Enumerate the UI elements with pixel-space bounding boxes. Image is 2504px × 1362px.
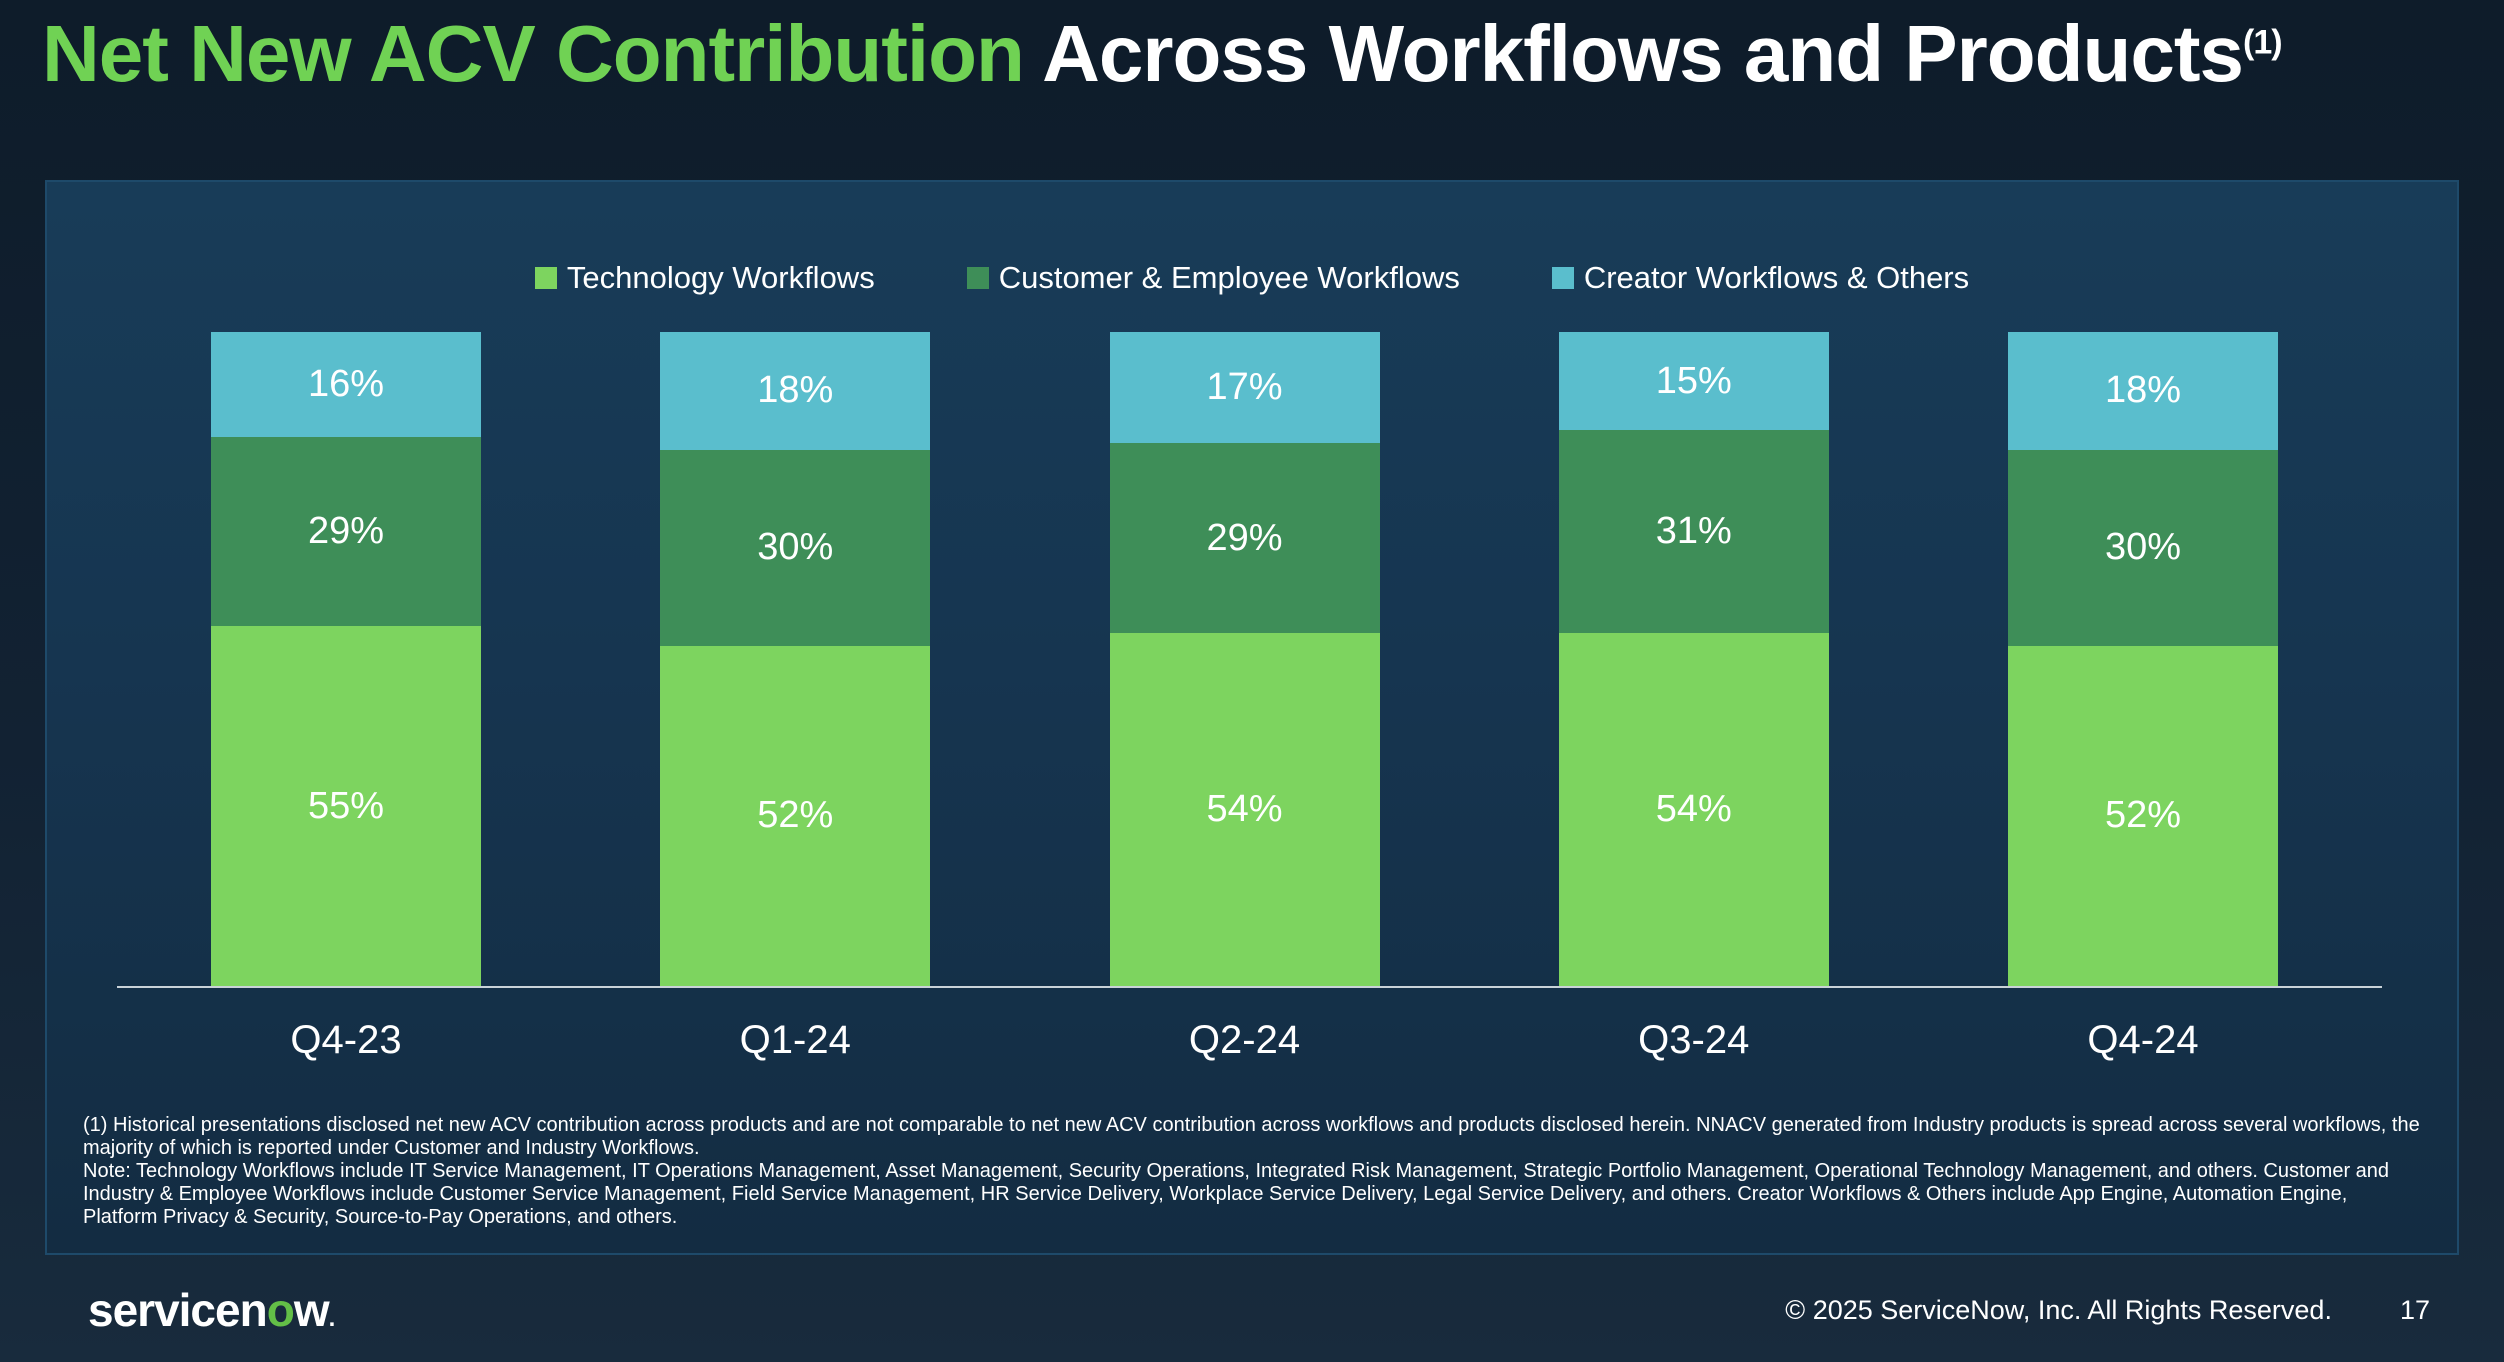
- legend-swatch-icon: [534, 267, 557, 289]
- bar-segment: 31%: [1558, 430, 1829, 633]
- x-axis-labels: Q4-23 Q1-24 Q2-24 Q3-24 Q4-24: [211, 1018, 2278, 1063]
- segment-value-label: 55%: [307, 784, 385, 827]
- page-title: Net New ACV Contribution Across Workflow…: [42, 8, 2283, 100]
- bar-segment: 52%: [2008, 645, 2278, 986]
- bar-segment: 54%: [1109, 632, 1380, 986]
- segment-value-label: 29%: [307, 509, 385, 552]
- segment-value-label: 18%: [2104, 369, 2182, 412]
- bar-segment: 16%: [211, 332, 481, 437]
- page-number: 17: [2399, 1294, 2430, 1325]
- copyright-text: © 2025 ServiceNow, Inc. All Rights Reser…: [1785, 1294, 2332, 1325]
- legend-item: Customer & Employee Workflows: [966, 260, 1460, 296]
- bar-segment: 17%: [1109, 332, 1380, 444]
- bar-segment: 18%: [660, 332, 931, 450]
- legend-swatch-icon: [1551, 267, 1574, 289]
- x-axis-label: Q4-23: [290, 1018, 402, 1062]
- legend-item: Creator Workflows & Others: [1551, 260, 1970, 296]
- legend-label: Creator Workflows & Others: [1583, 260, 1970, 295]
- footnote-note: Note: Technology Workflows include IT Se…: [83, 1160, 2390, 1228]
- segment-value-label: 30%: [757, 526, 834, 569]
- legend-label: Technology Workflows: [566, 260, 875, 295]
- logo-trademark-dot: .: [328, 1305, 336, 1332]
- slide-footer: servicenow. © 2025 ServiceNow, Inc. All …: [88, 1283, 2440, 1337]
- x-axis-label: Q2-24: [1188, 1018, 1301, 1062]
- segment-value-label: 30%: [2104, 526, 2182, 569]
- bar-segment: 30%: [660, 449, 931, 646]
- segment-value-label: 17%: [1206, 366, 1283, 409]
- bar-segment: 29%: [211, 436, 481, 627]
- segment-value-label: 16%: [307, 362, 385, 405]
- bar-segment: 30%: [2008, 449, 2278, 646]
- bar-column-q3-24: 15% 31% 54%: [1558, 332, 1829, 986]
- title-footnote-marker: (1): [2243, 23, 2283, 62]
- bar-segment: 15%: [1558, 332, 1829, 431]
- segment-value-label: 29%: [1206, 516, 1283, 559]
- chart-panel: Technology Workflows Customer & Employee …: [45, 180, 2459, 1255]
- bar-column-q2-24: 17% 29% 54%: [1109, 332, 1380, 986]
- title-highlight: Net New ACV Contribution: [42, 9, 1025, 98]
- bar-segment: 52%: [660, 645, 931, 986]
- segment-value-label: 54%: [1206, 787, 1283, 830]
- bar-segment: 54%: [1558, 632, 1829, 986]
- bar-column-q1-24: 18% 30% 52%: [660, 332, 931, 986]
- x-axis-label: Q3-24: [1638, 1018, 1750, 1062]
- bar-segment: 55%: [211, 626, 481, 986]
- segment-value-label: 18%: [757, 369, 834, 412]
- segment-value-label: 52%: [757, 794, 834, 837]
- chart-legend: Technology Workflows Customer & Employee …: [47, 260, 2457, 296]
- bar-column-q4-23: 16% 29% 55%: [211, 332, 481, 986]
- segment-value-label: 31%: [1655, 509, 1732, 552]
- footnote-1: (1) Historical presentations disclosed n…: [83, 1114, 2420, 1159]
- footnotes: (1) Historical presentations disclosed n…: [83, 1114, 2423, 1229]
- segment-value-label: 54%: [1655, 787, 1732, 830]
- legend-label: Customer & Employee Workflows: [998, 260, 1460, 295]
- logo-text: servicen: [88, 1284, 268, 1336]
- legend-item: Technology Workflows: [534, 260, 875, 296]
- bar-segment: 29%: [1109, 443, 1380, 633]
- segment-value-label: 15%: [1655, 359, 1732, 402]
- servicenow-logo: servicenow.: [88, 1283, 336, 1337]
- segment-value-label: 52%: [2104, 794, 2182, 837]
- x-axis-label: Q4-24: [2087, 1018, 2199, 1062]
- x-axis-label: Q1-24: [739, 1018, 851, 1062]
- bar-segment: 18%: [2008, 332, 2278, 450]
- legend-swatch-icon: [966, 267, 989, 289]
- title-rest: Across Workflows and Products: [1023, 9, 2244, 98]
- logo-green-o-icon: o: [266, 1284, 295, 1336]
- logo-text-end: w: [293, 1284, 330, 1336]
- bar-column-q4-24: 18% 30% 52%: [2008, 332, 2278, 986]
- x-axis-line: [117, 986, 2382, 988]
- stacked-bar-chart: 16% 29% 55% 18% 30% 52% 17% 29% 54% 15% 31% 54% 18% 3…: [117, 332, 2382, 1063]
- bars-area: 16% 29% 55% 18% 30% 52% 17% 29% 54% 15% 31% 54% 18% 3…: [211, 332, 2278, 986]
